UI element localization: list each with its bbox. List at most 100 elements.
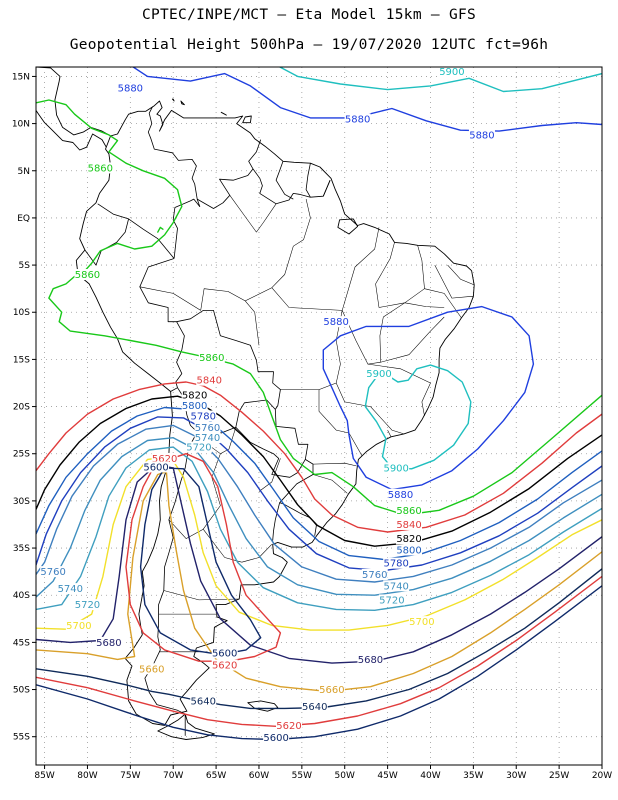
- contour-label-bg: [396, 504, 423, 516]
- state-border: [271, 287, 343, 311]
- country-border: [272, 502, 280, 541]
- contour-label: 5620: [152, 454, 177, 465]
- contour-5780: [36, 416, 602, 572]
- state-border: [312, 462, 357, 467]
- contour-5680: [36, 464, 602, 664]
- coastline: [242, 115, 252, 124]
- country-border: [176, 310, 281, 410]
- state-border: [380, 316, 445, 363]
- contour-label: 5820: [396, 534, 421, 545]
- contour-label-bg: [387, 488, 414, 500]
- coastline: [220, 111, 227, 116]
- contour-label: 5600: [263, 733, 288, 744]
- lat-tick-label: 5S: [19, 261, 31, 271]
- lon-tick-label: 80W: [77, 771, 97, 781]
- country-border: [139, 258, 185, 392]
- lat-tick-label: 15N: [12, 72, 30, 82]
- contour-label: 5860: [75, 270, 100, 281]
- state-border: [229, 195, 277, 233]
- state-border: [404, 302, 445, 308]
- contour-label: 5700: [66, 621, 91, 632]
- state-border: [447, 264, 475, 286]
- contour-label-bg: [57, 583, 84, 595]
- contour-label: 5680: [96, 638, 121, 649]
- coastline: [75, 100, 475, 726]
- contour-label-bg: [383, 557, 410, 569]
- contour-5840: [36, 381, 602, 533]
- contour-label: 5760: [362, 570, 387, 581]
- contour-label-bg: [181, 389, 208, 401]
- contour-label-bg: [275, 719, 302, 731]
- contour-label-bg: [138, 663, 165, 675]
- lat-tick-label: 5N: [18, 167, 30, 177]
- contour-label: 5840: [197, 376, 222, 387]
- contour-5860: [36, 99, 602, 516]
- contour-label-bg: [194, 432, 221, 444]
- contour-5740: [36, 437, 602, 598]
- contour-label: 5620: [276, 721, 301, 732]
- country-border: [197, 139, 262, 209]
- contour-label-bg: [263, 732, 290, 744]
- coastline: [157, 713, 215, 740]
- coastline: [180, 100, 185, 106]
- contour-label-bg: [190, 410, 217, 422]
- contour-label: 5720: [75, 600, 100, 611]
- state-border: [220, 427, 237, 454]
- contour-label: 5860: [199, 353, 224, 364]
- contour-label: 5640: [302, 702, 327, 713]
- contour-label: 5740: [195, 433, 220, 444]
- contour-5900: [364, 364, 472, 470]
- lat-tick-label: 25S: [13, 450, 30, 460]
- contour-label-bg: [383, 580, 410, 592]
- lat-tick-label: 45S: [13, 638, 30, 648]
- state-border: [241, 544, 272, 563]
- contour-label-bg: [211, 659, 238, 671]
- country-border: [322, 180, 331, 197]
- contour-label: 5860: [396, 506, 421, 517]
- state-border: [341, 227, 380, 311]
- contour-label: 5620: [212, 661, 237, 672]
- contour-label: 5600: [212, 648, 237, 659]
- lat-tick-label: 40S: [13, 591, 30, 601]
- lat-tick-label: 10N: [12, 120, 30, 130]
- contour-5620: [125, 453, 282, 662]
- contour-label: 5760: [195, 423, 220, 434]
- map-title-line2: Geopotential Height 500hPa – 19/07/2020 …: [69, 37, 549, 53]
- state-border: [318, 389, 363, 456]
- country-border: [97, 203, 175, 259]
- contour-5760: [36, 424, 602, 583]
- state-border: [387, 429, 392, 437]
- country-border: [147, 106, 201, 259]
- contour-label-bg: [194, 421, 221, 433]
- lon-tick-label: 85W: [34, 771, 54, 781]
- contour-label-bg: [408, 616, 435, 628]
- lon-tick-label: 20W: [592, 771, 612, 781]
- contour-label-bg: [383, 462, 410, 474]
- coastline: [171, 98, 175, 102]
- lat-tick-label: 20S: [13, 403, 30, 413]
- lat-tick-label: 35S: [13, 544, 30, 554]
- contour-5880: [322, 305, 535, 491]
- country-border: [235, 399, 276, 428]
- contour-label: 5720: [379, 595, 404, 606]
- state-border: [168, 519, 204, 539]
- contour-5600: [36, 585, 602, 741]
- state-border: [335, 382, 404, 435]
- state-border: [163, 590, 240, 601]
- contour-label-bg: [378, 594, 405, 606]
- contour-label-bg: [185, 441, 212, 453]
- lat-tick-label: 50S: [13, 686, 30, 696]
- state-border: [421, 382, 431, 417]
- state-border: [367, 363, 431, 384]
- contour-label-bg: [74, 269, 101, 281]
- contour-label-bg: [211, 647, 238, 659]
- contour-label: 5900: [439, 67, 464, 78]
- state-border: [280, 310, 343, 390]
- contour-5660: [36, 471, 602, 693]
- contour-label: 5880: [118, 83, 143, 94]
- contour-5700: [36, 455, 602, 631]
- contour-label-bg: [396, 544, 423, 556]
- lat-lon-grid: [36, 67, 603, 765]
- contour-label-bg: [198, 352, 225, 364]
